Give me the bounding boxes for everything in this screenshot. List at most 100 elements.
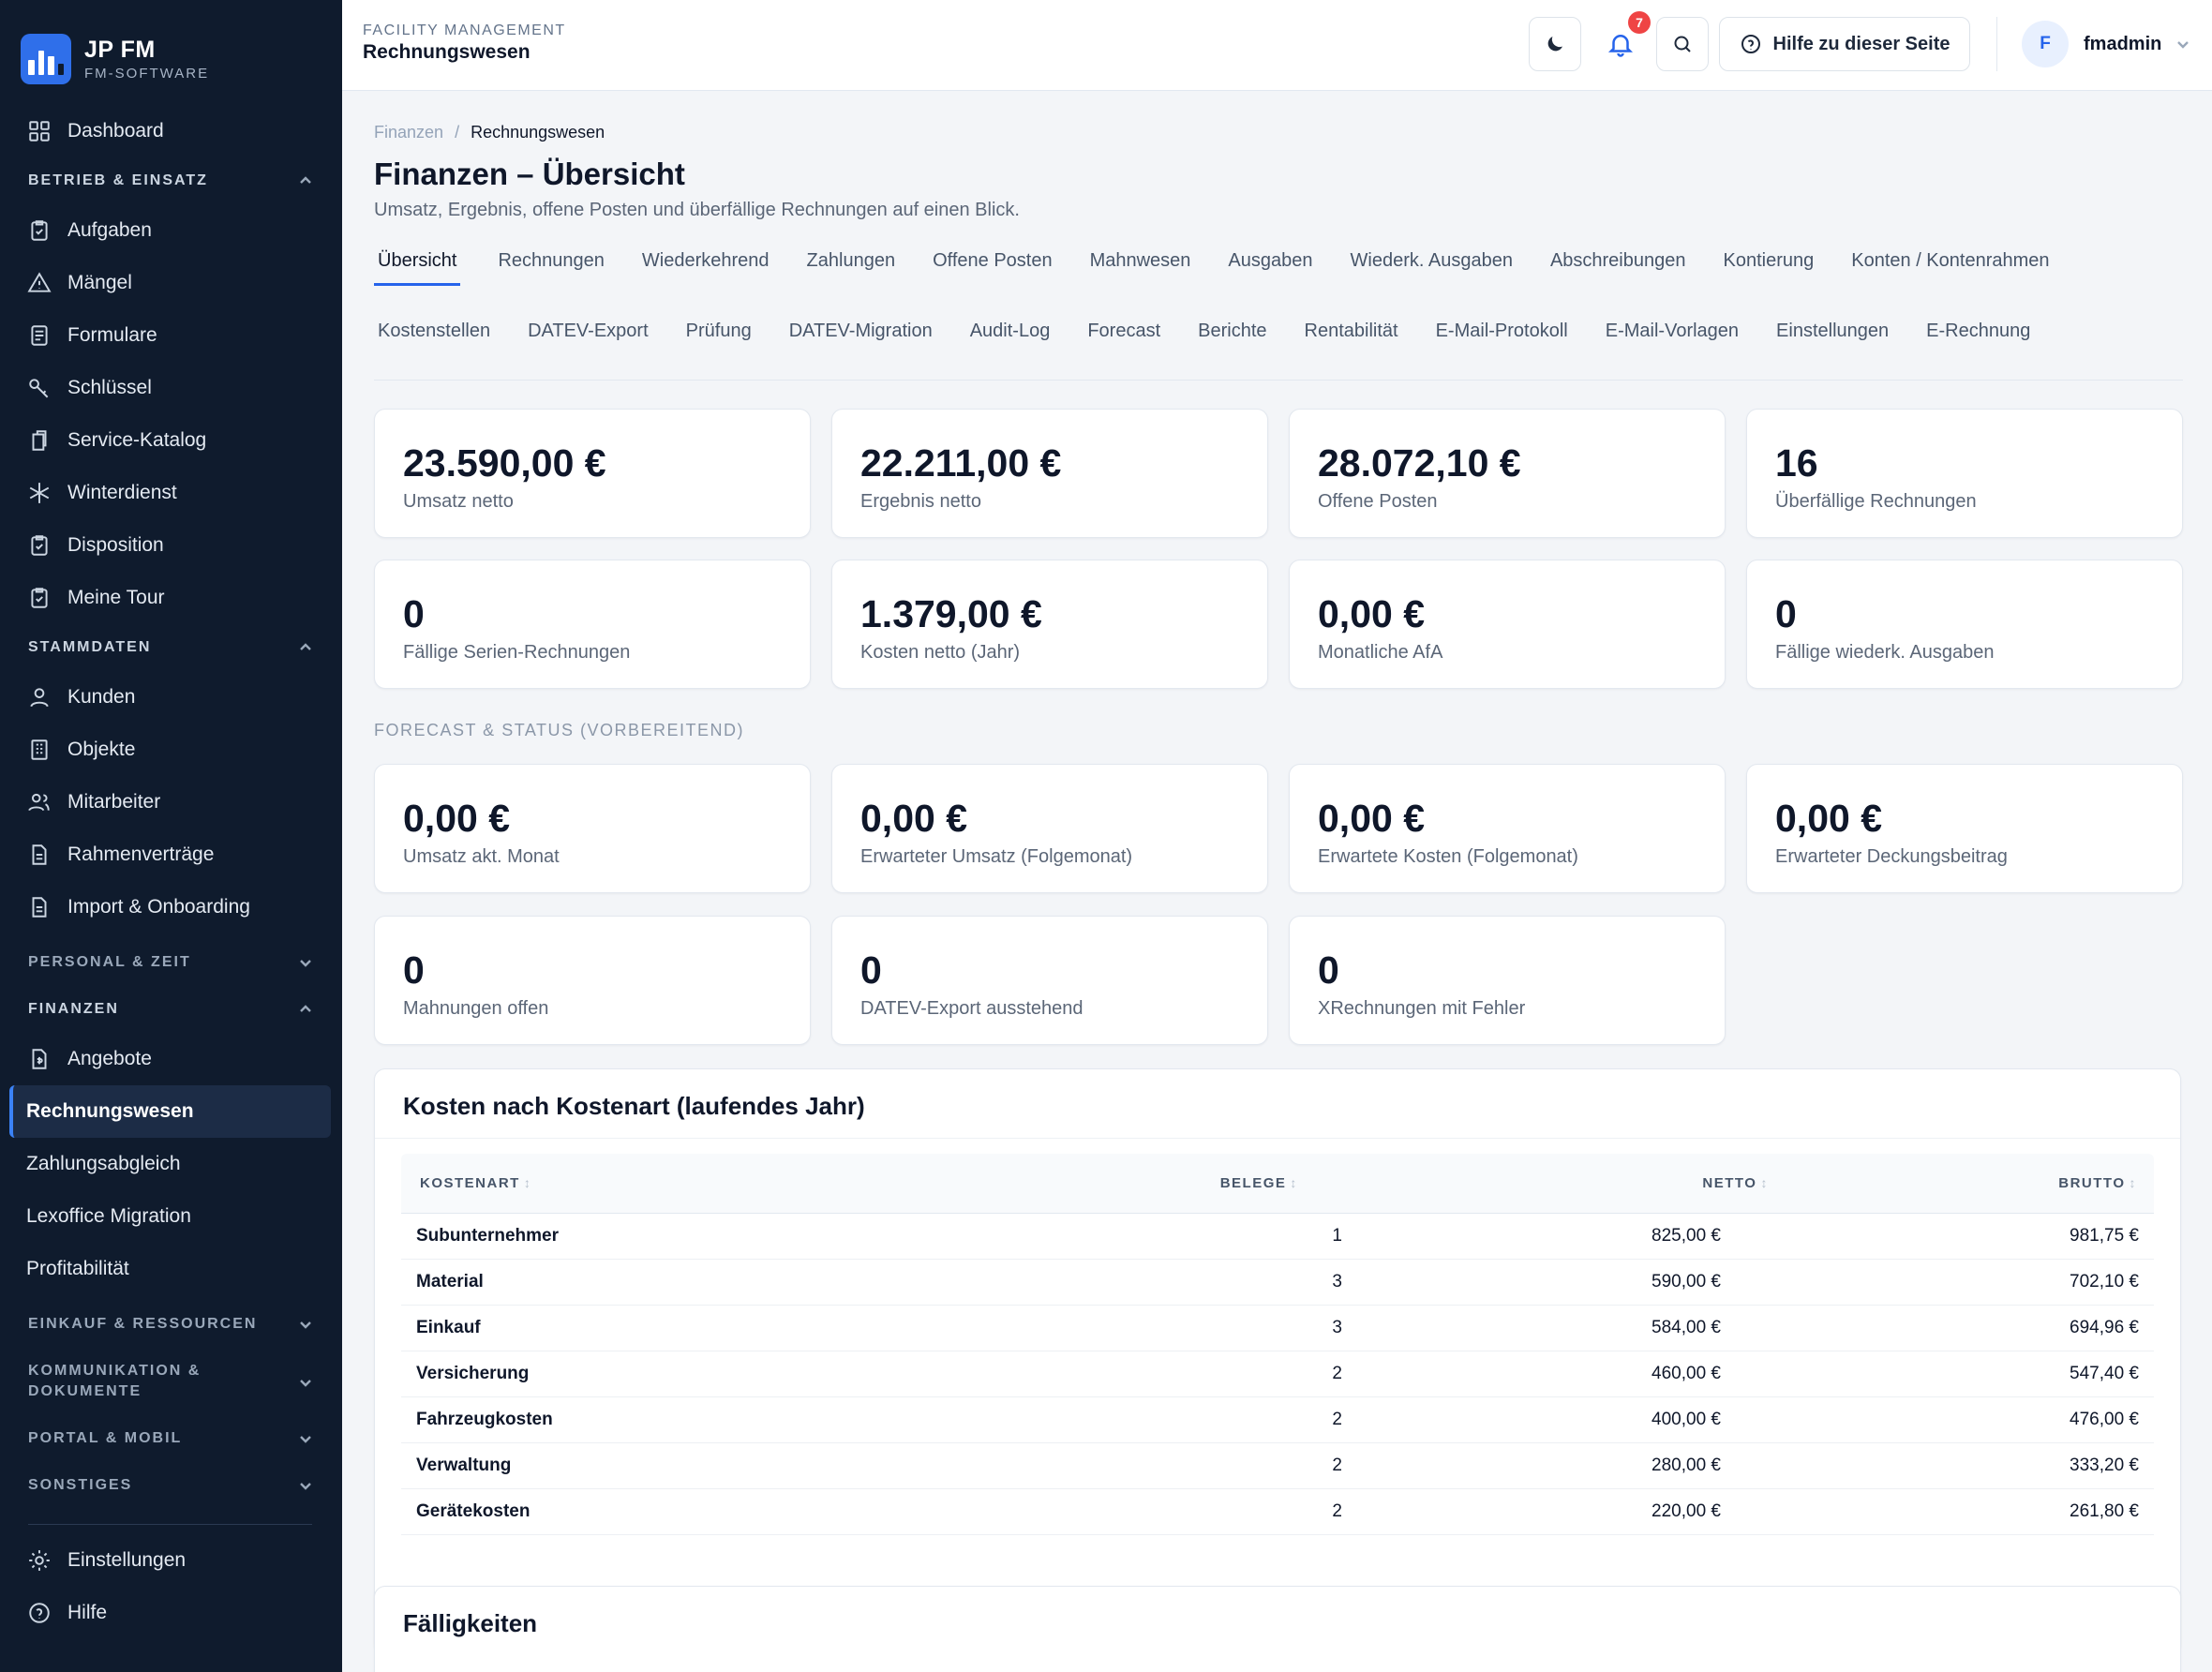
tab-email-protokoll[interactable]: E-Mail-Protokoll — [1435, 321, 1568, 341]
sidebar-item-zahlungsabgleich[interactable]: Zahlungsabgleich — [0, 1138, 342, 1190]
section-portal[interactable]: PORTAL & MOBIL — [0, 1415, 342, 1462]
tab-berichte[interactable]: Berichte — [1198, 321, 1267, 341]
sidebar-item-rechnungswesen[interactable]: Rechnungswesen — [9, 1085, 331, 1138]
brand[interactable]: JP FM FM-SOFTWARE — [0, 0, 342, 94]
sidebar-item-service-katalog[interactable]: Service-Katalog — [0, 414, 342, 467]
notification-badge: 7 — [1628, 11, 1651, 34]
sidebar-item-label: Hilfe — [67, 1602, 108, 1623]
kpi-card: 0,00 € Monatliche AfA — [1289, 560, 1726, 689]
table-body: Subunternehmer 1 825,00 € 981,75 € Material 3… — [401, 1214, 2154, 1535]
cell-kostenart: Subunternehmer — [416, 1226, 560, 1246]
clipboard-check-icon — [26, 585, 52, 611]
sidebar-item-label: Einstellungen — [67, 1549, 187, 1571]
sidebar-item-label: Lexoffice Migration — [26, 1205, 191, 1227]
section-sonstiges[interactable]: SONSTIGES — [0, 1462, 342, 1509]
section-einkauf[interactable]: EINKAUF & RESSOURCEN — [0, 1301, 342, 1348]
user-menu[interactable]: F fmadmin — [2022, 21, 2190, 67]
column-header-belege[interactable]: BELEGE ↕ — [1203, 1175, 1703, 1191]
tab-rechnungen[interactable]: Rechnungen — [498, 250, 605, 271]
sidebar-item-disposition[interactable]: Disposition — [0, 519, 342, 572]
section-kommunikation[interactable]: KOMMUNIKATION & DOKUMENTE — [0, 1348, 342, 1415]
section-personal[interactable]: PERSONAL & ZEIT — [0, 939, 342, 986]
tab-rentabilitaet[interactable]: Rentabilität — [1304, 321, 1398, 341]
forecast-card: 0,00 € Erwarteter Deckungsbeitrag — [1746, 764, 2183, 893]
kpi-value: 0,00 € — [1318, 797, 1425, 840]
tab-datev-migration[interactable]: DATEV-Migration — [788, 321, 933, 341]
sidebar-item-formulare[interactable]: Formulare — [0, 309, 342, 362]
tab-offene-posten[interactable]: Offene Posten — [933, 250, 1053, 271]
chevron-down-icon — [299, 1318, 312, 1331]
kpi-label: Mahnungen offen — [403, 998, 549, 1019]
tab-pruefung[interactable]: Prüfung — [685, 321, 752, 341]
kpi-card: 22.211,00 € Ergebnis netto — [831, 409, 1268, 538]
kpi-card: 0 Fällige Serien-Rechnungen — [374, 560, 811, 689]
sidebar-item-angebote[interactable]: Angebote — [0, 1033, 342, 1085]
due-panel-title: Fälligkeiten — [403, 1609, 538, 1637]
tab-konten[interactable]: Konten / Kontenrahmen — [1851, 250, 2050, 271]
kpi-label: Offene Posten — [1318, 491, 1438, 512]
kpi-label: DATEV-Export ausstehend — [860, 998, 1084, 1019]
sidebar-item-label: Kunden — [67, 686, 136, 708]
tab-uebersicht[interactable]: Übersicht — [374, 243, 461, 286]
tab-einstellungen[interactable]: Einstellungen — [1776, 321, 1890, 341]
tab-kontierung[interactable]: Kontierung — [1723, 250, 1815, 271]
tab-wiederkehrend[interactable]: Wiederkehrend — [641, 250, 770, 271]
form-icon — [26, 322, 52, 349]
column-label: NETTO — [1702, 1175, 1757, 1191]
sidebar-item-lexoffice-migration[interactable]: Lexoffice Migration — [0, 1190, 342, 1243]
kpi-card: 23.590,00 € Umsatz netto — [374, 409, 811, 538]
column-header-netto[interactable]: NETTO ↕ — [1702, 1175, 2058, 1191]
section-stammdaten[interactable]: STAMMDATEN — [0, 624, 342, 671]
cell-kostenart: Verwaltung — [416, 1456, 512, 1475]
section-betrieb[interactable]: BETRIEB & EINSATZ — [0, 157, 342, 204]
cell-brutto: 547,40 € — [2070, 1364, 2139, 1383]
kpi-label: Überfällige Rechnungen — [1775, 491, 1977, 512]
column-header-kostenart[interactable]: KOSTENART ↕ — [401, 1175, 1203, 1191]
sidebar-item-maengel[interactable]: Mängel — [0, 257, 342, 309]
sidebar-item-objekte[interactable]: Objekte — [0, 724, 342, 776]
sidebar-item-dashboard[interactable]: Dashboard — [0, 105, 342, 157]
search-icon — [1674, 36, 1691, 52]
sidebar-item-label: Mitarbeiter — [67, 791, 161, 813]
section-label: BETRIEB & EINSATZ — [28, 172, 208, 188]
tab-kostenstellen[interactable]: Kostenstellen — [378, 321, 491, 341]
sidebar-item-profitabilitaet[interactable]: Profitabilität — [0, 1243, 342, 1295]
dark-mode-toggle[interactable] — [1529, 17, 1581, 71]
tab-e-rechnung[interactable]: E-Rechnung — [1926, 321, 2031, 341]
section-label: KOMMUNIKATION & — [28, 1363, 202, 1379]
tab-zahlungen[interactable]: Zahlungen — [806, 250, 896, 271]
kpi-label: Erwarteter Deckungsbeitrag — [1775, 846, 2008, 867]
section-finanzen[interactable]: FINANZEN — [0, 986, 342, 1033]
sidebar-item-mitarbeiter[interactable]: Mitarbeiter — [0, 776, 342, 829]
sidebar-item-schluessel[interactable]: Schlüssel — [0, 362, 342, 414]
tab-wiederk-ausgaben[interactable]: Wiederk. Ausgaben — [1350, 250, 1513, 271]
sidebar-item-meine-tour[interactable]: Meine Tour — [0, 572, 342, 624]
sidebar-item-label: Mängel — [67, 272, 132, 293]
tab-abschreibungen[interactable]: Abschreibungen — [1549, 250, 1686, 271]
kpi-label: Kosten netto (Jahr) — [860, 642, 1021, 663]
search-button[interactable] — [1656, 17, 1709, 71]
table-header: KOSTENART ↕ BELEGE ↕ NETTO ↕ BRUTTO ↕ — [401, 1154, 2154, 1214]
sidebar-item-winterdienst[interactable]: Winterdienst — [0, 467, 342, 519]
page-help-button[interactable]: Hilfe zu dieser Seite — [1719, 17, 1970, 71]
page-title: Finanzen – Übersicht — [374, 157, 685, 191]
tab-ausgaben[interactable]: Ausgaben — [1228, 250, 1313, 271]
cell-netto: 460,00 € — [1652, 1364, 1721, 1383]
tab-forecast[interactable]: Forecast — [1087, 321, 1161, 341]
tab-email-vorlagen[interactable]: E-Mail-Vorlagen — [1605, 321, 1740, 341]
kpi-label: Ergebnis netto — [860, 491, 981, 512]
sidebar-item-aufgaben[interactable]: Aufgaben — [0, 204, 342, 257]
tab-audit-log[interactable]: Audit-Log — [969, 321, 1051, 341]
brand-subtitle: FM-SOFTWARE — [84, 66, 210, 82]
sidebar-item-import-onboarding[interactable]: Import & Onboarding — [0, 881, 342, 933]
tab-datev-export[interactable]: DATEV-Export — [528, 321, 649, 341]
sidebar-item-einstellungen[interactable]: Einstellungen — [0, 1534, 342, 1587]
breadcrumb-parent[interactable]: Finanzen — [374, 123, 444, 142]
notifications-button[interactable]: 7 — [1594, 11, 1651, 71]
sidebar-item-rahmenvertraege[interactable]: Rahmenverträge — [0, 829, 342, 881]
sidebar-item-hilfe[interactable]: Hilfe — [0, 1587, 342, 1639]
tab-mahnwesen[interactable]: Mahnwesen — [1089, 250, 1191, 271]
sidebar-item-kunden[interactable]: Kunden — [0, 671, 342, 724]
section-label: SONSTIGES — [28, 1477, 133, 1493]
column-header-brutto[interactable]: BRUTTO ↕ — [2058, 1175, 2154, 1191]
